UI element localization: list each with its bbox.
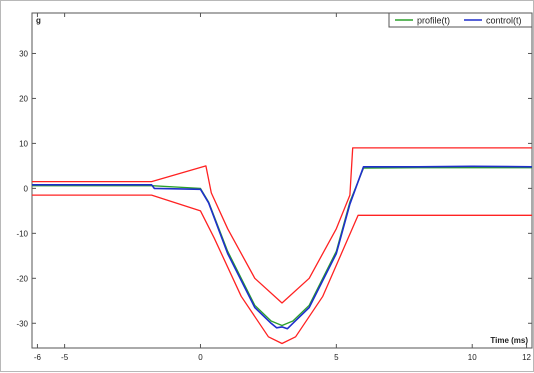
y-tick-label: -10	[16, 229, 28, 238]
x-tick-label: -6	[34, 353, 42, 362]
x-tick-label: -5	[61, 353, 69, 362]
y-tick-label: 0	[24, 184, 29, 193]
series-line-upper-tolerance	[32, 147, 532, 304]
legend-label-profile: profile(t)	[417, 16, 450, 26]
x-axis-label: Time (ms)	[490, 336, 528, 345]
y-tick-label: 30	[19, 49, 28, 58]
x-tick-label: 5	[334, 353, 339, 362]
plot-area	[31, 12, 533, 349]
x-tick-label: 12	[522, 353, 531, 362]
series-line-lower-tolerance	[32, 194, 532, 345]
y-axis-label: g	[36, 16, 41, 25]
legend-box	[388, 12, 533, 28]
legend: profile(t) control(t)	[388, 12, 533, 28]
series-layer	[32, 147, 533, 345]
y-tick-label: 10	[19, 139, 28, 148]
series-line-control-t	[32, 165, 533, 330]
ticks-layer: 30 20 10 0 -10 -20 -30 -6 -5 0 5 10 12	[16, 13, 532, 362]
y-tick-label: -30	[16, 319, 28, 328]
legend-label-control: control(t)	[486, 16, 522, 26]
x-tick-label: 10	[468, 353, 477, 362]
y-tick-label: -20	[16, 274, 28, 283]
x-tick-label: 0	[198, 353, 203, 362]
y-tick-label: 20	[19, 94, 28, 103]
